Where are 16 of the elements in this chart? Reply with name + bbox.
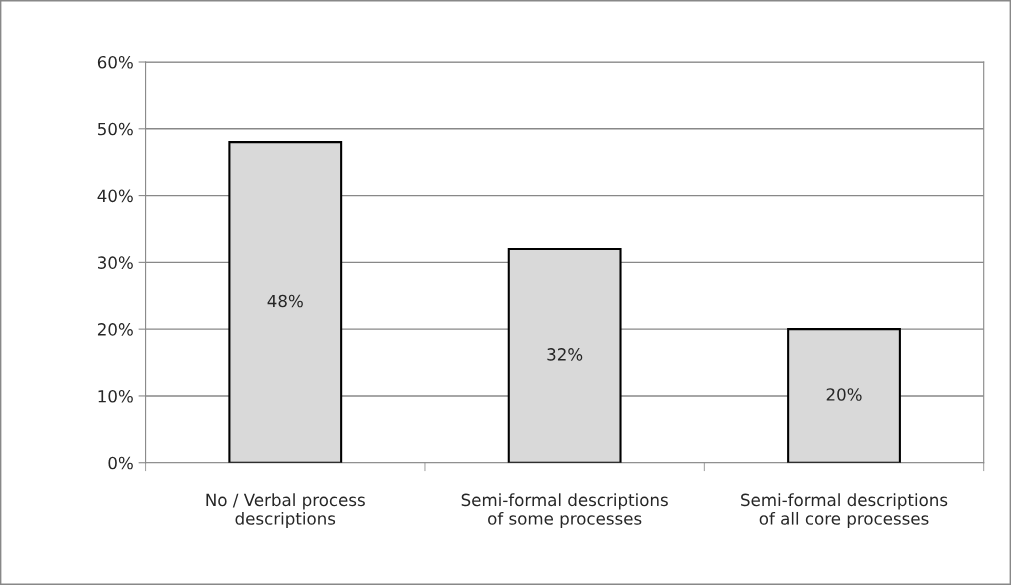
data-label: 32% (547, 348, 583, 361)
bar (228, 141, 343, 463)
y-tick-label: 50% (98, 122, 133, 136)
y-tick-label: 10% (98, 389, 133, 403)
y-tick-label: 60% (97, 55, 133, 69)
y-tick-label: 20% (97, 323, 133, 336)
y-tick-label: 40% (97, 189, 133, 203)
x-tick-label: No / Verbal process descriptions (206, 493, 365, 529)
y-tick-label: 0% (108, 456, 133, 470)
x-tick-label: Semi-formal descriptions of some processes (461, 493, 668, 529)
y-tick-label: 30% (98, 256, 133, 269)
data-label: 48% (267, 294, 303, 308)
bar (507, 247, 622, 463)
x-tick-label: Semi-formal descriptions of all core processes (741, 493, 948, 529)
bar (787, 328, 901, 463)
data-label: 20% (826, 388, 862, 401)
